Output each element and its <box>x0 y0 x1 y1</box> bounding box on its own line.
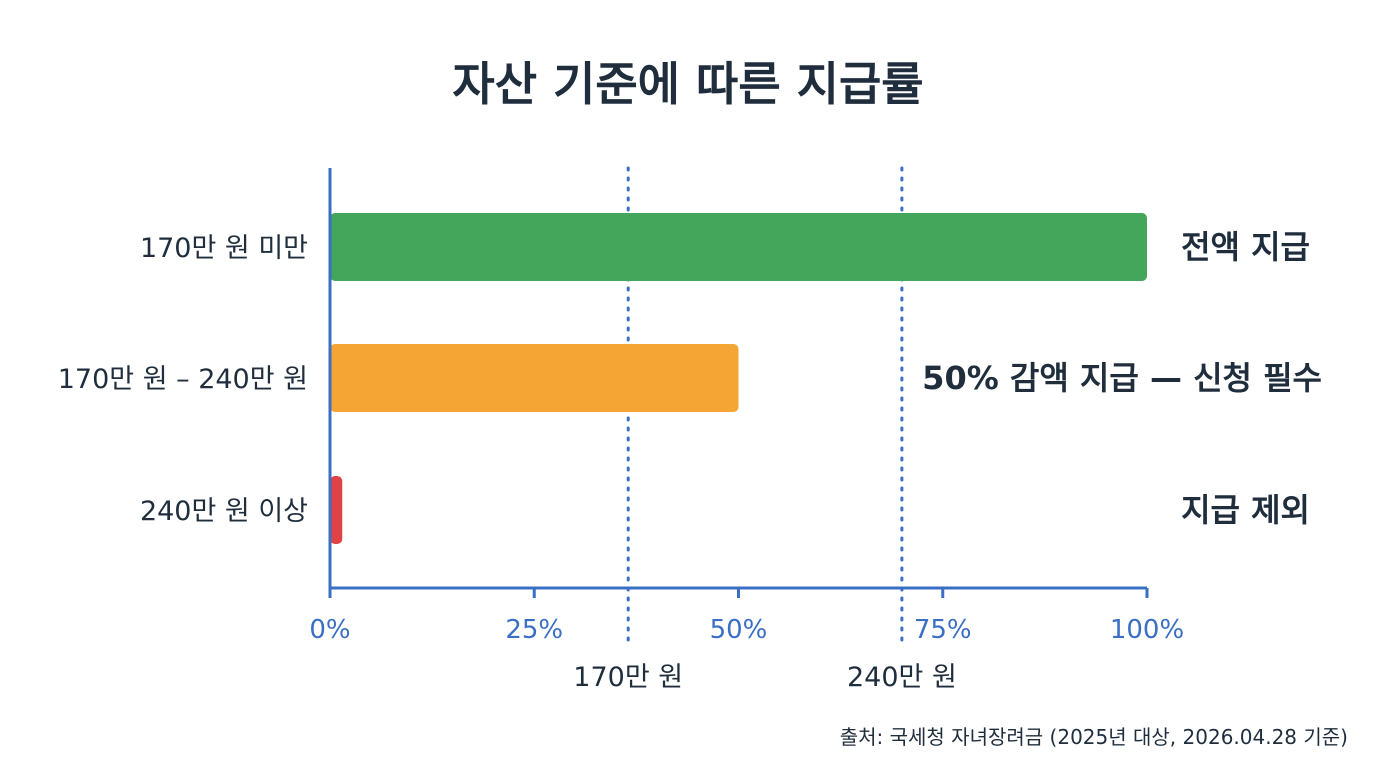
reference-label-2: 240만 원 <box>847 662 957 693</box>
bar-status-label-2: 50% 감액 지급 — 신청 필수 <box>922 359 1322 397</box>
chart-title: 자산 기준에 따른 지급률 <box>452 57 923 111</box>
bar-1 <box>330 213 1147 281</box>
axes: 0% 25% 50% 75% 100% <box>309 168 1184 645</box>
bar-3 <box>330 476 343 544</box>
bar-status-label-3: 지급 제외 <box>1181 491 1310 529</box>
category-label-3: 240만 원 이상 <box>140 496 308 527</box>
bar-status-label-1: 전액 지급 <box>1181 228 1310 266</box>
category-label-1: 170만 원 미만 <box>140 233 308 264</box>
x-tick-label-3: 50% <box>710 615 768 645</box>
x-tick-label-4: 75% <box>914 615 972 645</box>
bar-2 <box>330 344 739 412</box>
reference-label-1: 170만 원 <box>573 662 683 693</box>
category-label-2: 170만 원 – 240만 원 <box>58 364 308 395</box>
x-tick-label-5: 100% <box>1110 615 1184 645</box>
bars <box>330 213 1147 544</box>
labels: 170만 원 미만 170만 원 – 240만 원 240만 원 이상 전액 지급 50… <box>58 228 1322 529</box>
x-tick-label-2: 25% <box>505 615 563 645</box>
source-note: 출처: 국세청 자녀장려금 (2025년 대상, 2026.04.28 기준) <box>840 725 1348 749</box>
x-tick-label-1: 0% <box>309 615 350 645</box>
